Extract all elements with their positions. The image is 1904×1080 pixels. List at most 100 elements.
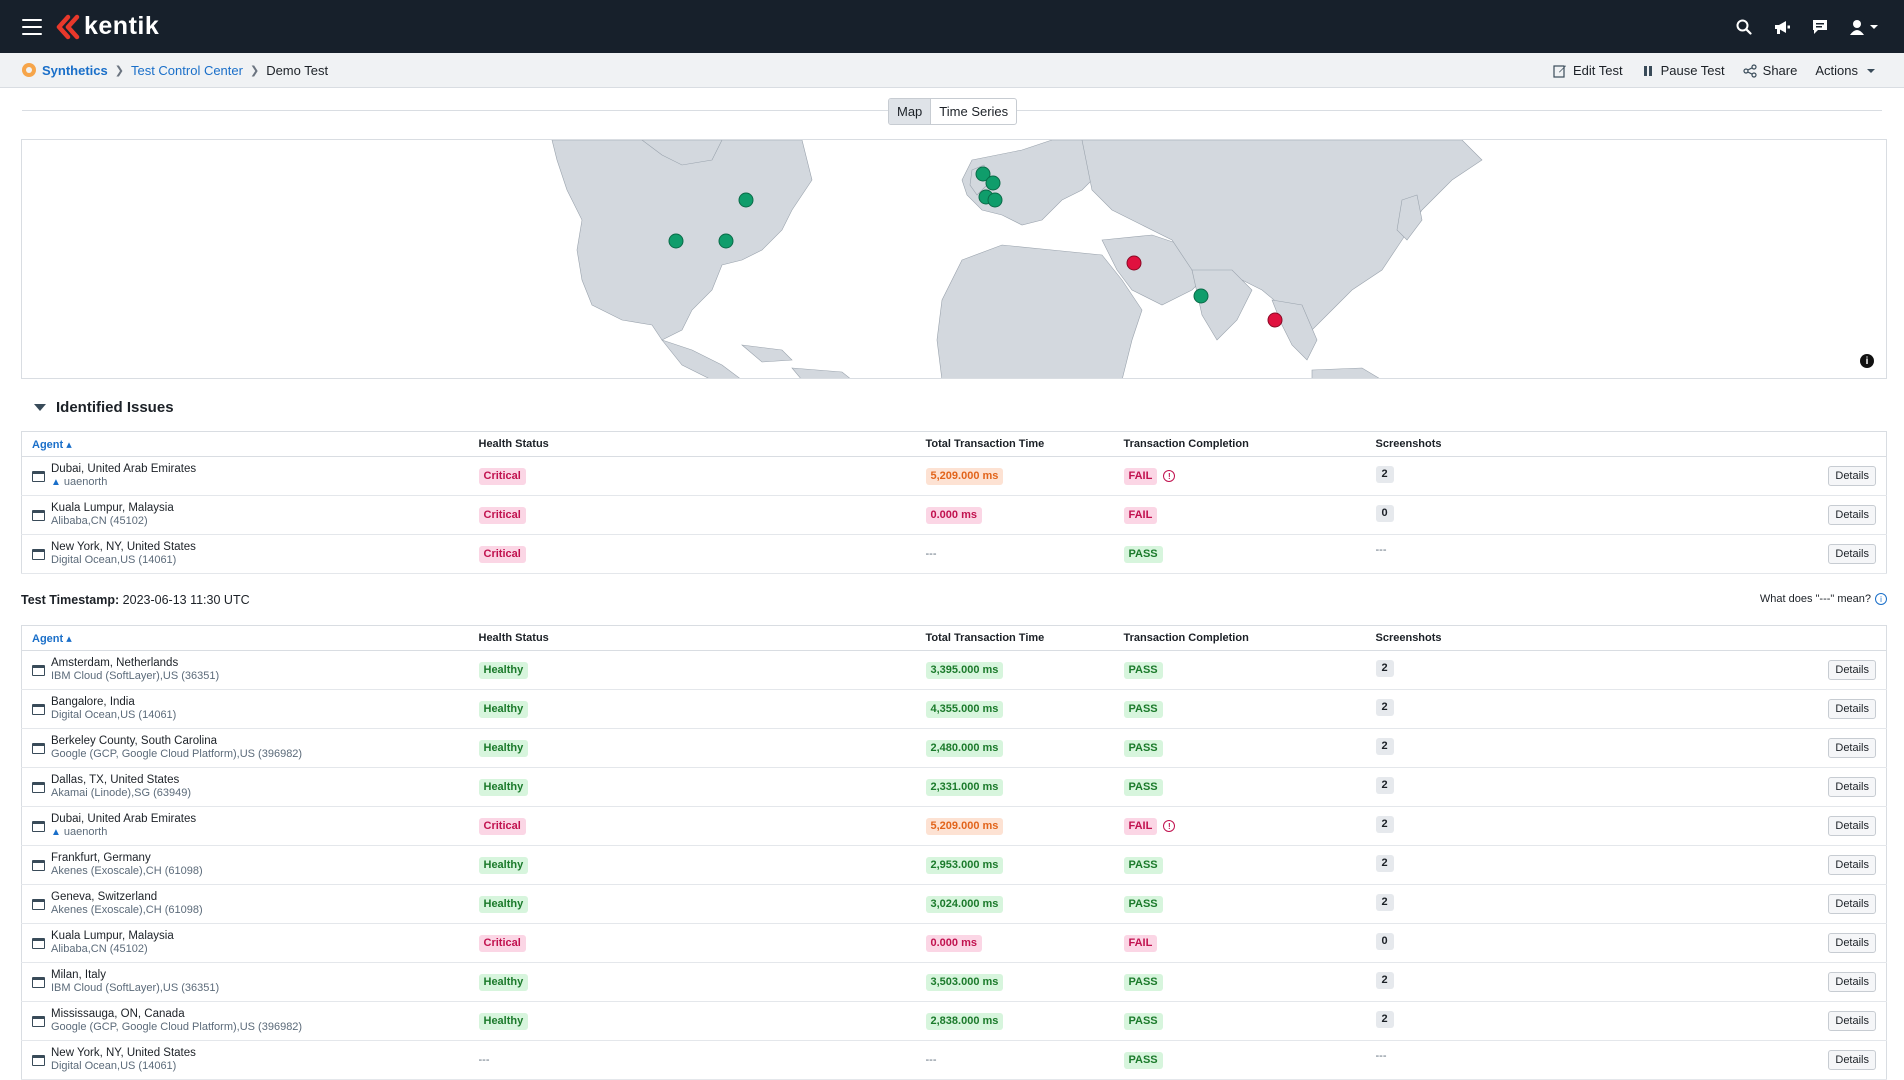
caret-down-icon [1867, 68, 1875, 73]
synthetics-icon [22, 63, 36, 77]
screenshots-cell: 2 Details [1365, 1001, 1887, 1041]
share-button[interactable]: Share [1743, 63, 1797, 78]
info-icon[interactable]: i [1875, 593, 1887, 605]
details-button[interactable]: Details [1828, 699, 1876, 719]
table-row: Mississauga, ON, Canada Google (GCP, Goo… [21, 1001, 1887, 1041]
transaction-time-badge: 2,331.000 ms [925, 778, 1004, 796]
screenshots-cell: 2 Details [1365, 884, 1887, 924]
agent-provider: uaenorth [63, 476, 108, 488]
transaction-time-empty: --- [925, 548, 937, 560]
agent-cell: New York, NY, United States Digital Ocea… [21, 1040, 469, 1080]
column-agent[interactable]: Agent ▴ [21, 625, 469, 651]
details-button[interactable]: Details [1828, 894, 1876, 914]
megaphone-icon[interactable] [1772, 17, 1792, 37]
agent-provider: Digital Ocean,US (14061) [51, 554, 177, 566]
completion-cell: PASS [1113, 534, 1366, 574]
screenshots-cell: 2 Details [1365, 689, 1887, 729]
agent-cell: Milan, Italy IBM Cloud (SoftLayer),US (3… [21, 962, 469, 1002]
map-marker-frankfurt[interactable] [985, 175, 1001, 191]
table-row: Milan, Italy IBM Cloud (SoftLayer),US (3… [21, 962, 1887, 1002]
completion-cell: FAIL! [1113, 456, 1366, 496]
details-button[interactable]: Details [1828, 972, 1876, 992]
time-series-tab[interactable]: Time Series [939, 104, 1009, 119]
details-button[interactable]: Details [1828, 660, 1876, 680]
map-marker-dubai[interactable] [1126, 255, 1142, 271]
chat-icon[interactable] [1810, 17, 1830, 37]
map-marker-berkeley-county[interactable] [718, 233, 734, 249]
table-row: Geneva, Switzerland Akenes (Exoscale),CH… [21, 884, 1887, 924]
details-button[interactable]: Details [1828, 466, 1876, 486]
agent-map[interactable]: i [21, 139, 1887, 379]
agent-location: Dubai, United Arab Emirates [51, 813, 197, 825]
details-button[interactable]: Details [1828, 505, 1876, 525]
map-marker-bangalore[interactable] [1193, 288, 1209, 304]
screenshots-count: 2 [1375, 855, 1394, 872]
collapse-caret-icon[interactable] [34, 404, 46, 411]
time-cell: --- [915, 1040, 1114, 1080]
transaction-time-badge: 0.000 ms [925, 506, 982, 524]
details-button[interactable]: Details [1828, 544, 1876, 564]
identified-issues-header[interactable]: Identified Issues [34, 399, 174, 416]
table-row: Bangalore, India Digital Ocean,US (14061… [21, 689, 1887, 729]
completion-cell: PASS [1113, 650, 1366, 690]
agent-location: New York, NY, United States [51, 1047, 196, 1059]
completion-badge: PASS [1123, 895, 1163, 913]
completion-badge: FAIL [1123, 934, 1158, 952]
search-icon[interactable] [1734, 17, 1754, 37]
map-marker-amsterdam[interactable] [975, 166, 991, 182]
map-info-icon[interactable]: i [1860, 354, 1874, 368]
error-info-icon[interactable]: ! [1163, 470, 1176, 482]
details-button[interactable]: Details [1828, 1011, 1876, 1031]
map-marker-milan[interactable] [987, 192, 1003, 208]
column-screenshots: Screenshots [1365, 625, 1887, 651]
map-marker-mississauga[interactable] [738, 192, 754, 208]
user-icon[interactable] [1848, 17, 1882, 37]
time-cell: --- [915, 534, 1114, 574]
map-marker-kuala-lumpur[interactable] [1267, 312, 1283, 328]
health-status-badge: Critical [478, 506, 526, 524]
browser-window-icon [32, 470, 45, 482]
agent-provider: Akamai (Linode),SG (63949) [51, 787, 192, 799]
details-button[interactable]: Details [1828, 777, 1876, 797]
screenshots-count: 2 [1375, 1011, 1394, 1028]
health-cell: Healthy [468, 962, 916, 1002]
column-total-transaction-time: Total Transaction Time [915, 431, 1114, 457]
transaction-time-badge: 0.000 ms [925, 934, 982, 952]
map-tab[interactable]: Map [889, 99, 932, 124]
breadcrumb-synthetics[interactable]: Synthetics [42, 62, 108, 78]
screenshots-count: 2 [1375, 466, 1394, 483]
dash-meaning-help[interactable]: What does "---" mean? i [1760, 593, 1887, 605]
transaction-time-badge: 5,209.000 ms [925, 817, 1004, 835]
pause-test-label: Pause Test [1660, 63, 1725, 78]
agent-location: Frankfurt, Germany [51, 852, 151, 864]
time-cell: 2,480.000 ms [915, 728, 1114, 768]
timestamp-label: Test Timestamp: [21, 593, 120, 607]
table-row: Dallas, TX, United States Akamai (Linode… [21, 767, 1887, 807]
breadcrumb-test-control-center[interactable]: Test Control Center [130, 62, 243, 78]
error-info-icon[interactable]: ! [1163, 820, 1176, 832]
details-button[interactable]: Details [1828, 738, 1876, 758]
details-button[interactable]: Details [1828, 1050, 1876, 1070]
agent-provider: Akenes (Exoscale),CH (61098) [51, 904, 203, 916]
pause-test-button[interactable]: Pause Test [1641, 63, 1725, 78]
screenshots-count: 2 [1375, 894, 1394, 911]
edit-test-button[interactable]: Edit Test [1553, 63, 1623, 78]
map-marker-dallas[interactable] [668, 233, 684, 249]
kentik-logo[interactable]: kentik [56, 12, 159, 41]
details-button[interactable]: Details [1828, 933, 1876, 953]
table-row: Dubai, United Arab Emirates ▲ uaenorth Cr… [21, 806, 1887, 846]
completion-badge: PASS [1123, 1012, 1163, 1030]
details-button[interactable]: Details [1828, 816, 1876, 836]
menu-icon[interactable] [22, 18, 42, 35]
chevron-right-icon: ❯ [114, 64, 124, 77]
actions-dropdown[interactable]: Actions [1815, 63, 1878, 78]
azure-icon: ▲ [51, 827, 61, 838]
health-cell: Critical [468, 456, 916, 496]
column-agent[interactable]: Agent ▴ [21, 431, 469, 457]
details-button[interactable]: Details [1828, 855, 1876, 875]
screenshots-cell: 2 Details [1365, 456, 1887, 496]
completion-badge: PASS [1123, 545, 1163, 563]
screenshots-cell: 2 Details [1365, 650, 1887, 690]
completion-badge: PASS [1123, 739, 1163, 757]
health-cell: Healthy [468, 845, 916, 885]
